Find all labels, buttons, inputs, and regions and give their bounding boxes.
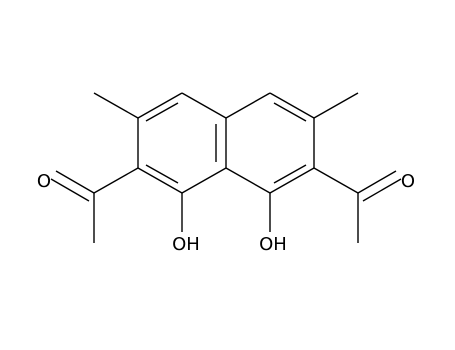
bond bbox=[313, 167, 359, 194]
bond bbox=[181, 92, 227, 119]
atom-label: O bbox=[37, 171, 51, 192]
bond bbox=[93, 92, 139, 119]
bond bbox=[55, 170, 95, 194]
bond bbox=[362, 178, 402, 202]
bond-inner bbox=[145, 102, 179, 122]
bond bbox=[93, 167, 139, 194]
bond bbox=[313, 92, 359, 119]
bonds bbox=[50, 92, 402, 243]
atom-label: OH bbox=[259, 234, 287, 255]
bond bbox=[225, 92, 271, 119]
bond bbox=[137, 92, 183, 119]
atom-label: OH bbox=[172, 234, 200, 255]
bond bbox=[269, 92, 315, 119]
bond bbox=[269, 167, 315, 194]
bond-inner bbox=[273, 102, 307, 122]
bond bbox=[357, 170, 397, 194]
bond bbox=[50, 178, 90, 202]
bond bbox=[181, 167, 227, 194]
bond-inner bbox=[273, 164, 307, 184]
bond bbox=[225, 167, 271, 194]
atom-label: O bbox=[401, 171, 415, 192]
bond-inner bbox=[145, 164, 179, 184]
bond bbox=[137, 167, 183, 194]
